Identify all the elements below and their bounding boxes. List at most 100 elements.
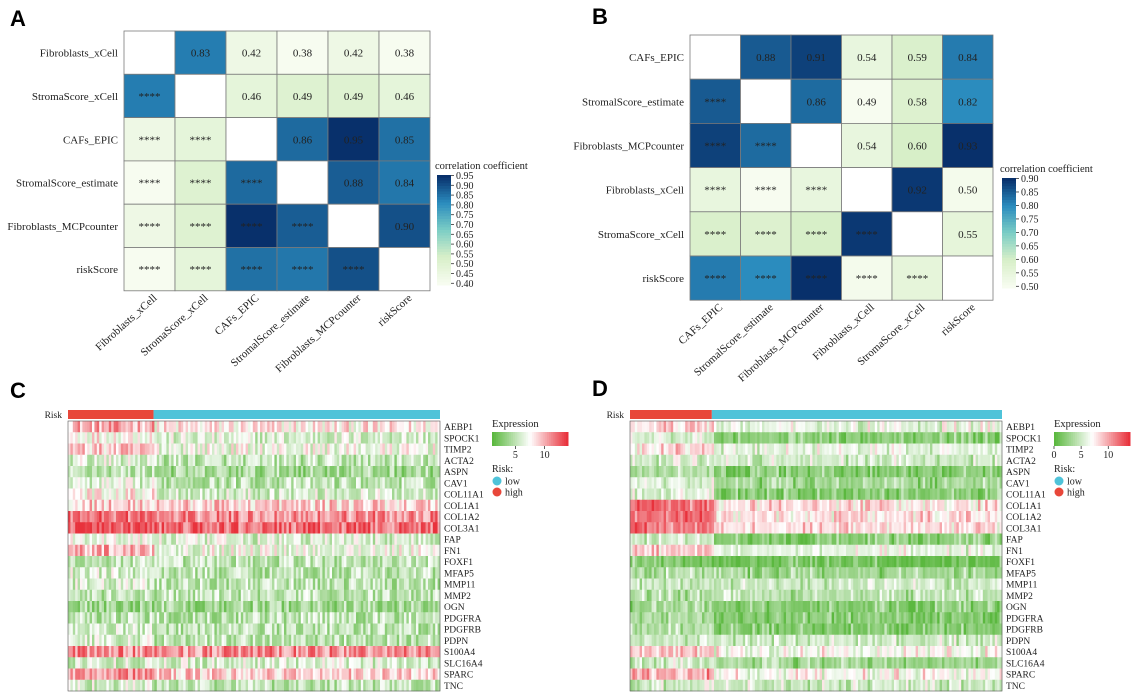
expression-cell [221, 657, 225, 669]
expression-cell [298, 443, 302, 456]
expression-cell [173, 443, 177, 456]
expression-cell [356, 432, 359, 444]
expression-cell [418, 612, 422, 624]
expression-cell [365, 477, 369, 489]
expression-cell [389, 556, 393, 568]
expression-cell [327, 443, 330, 456]
expression-cell [380, 488, 383, 501]
expression-cell [339, 578, 342, 591]
expression-cell [84, 679, 88, 692]
expression-cell [298, 623, 302, 636]
expression-cell [324, 454, 328, 467]
expression-cell [84, 533, 88, 546]
expression-cell [675, 432, 679, 444]
expression-gradient-step [514, 432, 518, 446]
expression-cell [320, 657, 323, 669]
expression-cell [673, 443, 676, 456]
expression-cell [356, 668, 359, 681]
expression-cell [714, 421, 717, 433]
expression-cell [834, 432, 837, 444]
expression-cell [327, 578, 330, 591]
expression-cell [411, 589, 414, 602]
expression-cell [396, 556, 400, 568]
expression-cell [841, 432, 844, 444]
expression-cell [850, 466, 854, 478]
expression-cell [178, 623, 182, 636]
expression-cell [257, 567, 261, 579]
expression-cell [89, 477, 93, 489]
expression-cell [250, 511, 254, 523]
expression-cell [264, 511, 268, 523]
expression-cell [291, 646, 294, 658]
expression-cell [255, 634, 258, 647]
expression-cell [156, 477, 160, 489]
expression-cell [404, 533, 407, 546]
expression-cell [903, 466, 907, 478]
expression-cell [430, 533, 434, 546]
expression-cell [288, 567, 292, 579]
expression-cell [70, 634, 74, 647]
expression-cell [207, 567, 210, 579]
expression-cell [370, 634, 374, 647]
expression-cell [269, 443, 273, 456]
expression-cell [104, 488, 107, 501]
expression-cell [142, 443, 146, 456]
expression-cell [178, 589, 182, 602]
expression-cell [286, 556, 290, 568]
expression-cell [204, 601, 208, 613]
expression-cell [219, 623, 222, 636]
expression-cell [872, 421, 876, 433]
legend-tick-label: 0.80 [456, 200, 474, 211]
expression-cell [332, 623, 335, 636]
expression-cell [152, 679, 155, 692]
expression-cell [305, 533, 309, 546]
expression-cell [202, 578, 206, 591]
expression-cell [360, 544, 364, 557]
expression-cell [975, 466, 979, 478]
expression-cell [632, 443, 636, 456]
expression-cell [291, 421, 294, 433]
expression-cell [346, 499, 350, 512]
expression-cell [168, 589, 172, 602]
expression-cell [711, 443, 715, 456]
expression-cell [293, 634, 297, 647]
expression-cell [89, 589, 93, 602]
expression-cell [286, 499, 290, 512]
expression-cell [730, 443, 734, 456]
expression-cell [149, 679, 153, 692]
expression-cell [329, 432, 333, 444]
expression-cell [68, 679, 71, 692]
expression-cell [113, 499, 117, 512]
expression-cell [116, 533, 119, 546]
expression-cell [149, 432, 153, 444]
expression-cell [219, 466, 222, 478]
expression-cell [195, 421, 198, 433]
expression-cell [694, 432, 698, 444]
expression-cell [377, 679, 381, 692]
expression-cell [910, 432, 914, 444]
expression-cell [982, 443, 986, 456]
expression-cell [113, 522, 117, 534]
expression-cell [233, 511, 237, 523]
expression-cell [774, 477, 777, 489]
expression-cell [663, 466, 667, 478]
expression-cell [101, 589, 105, 602]
expression-cell [418, 443, 422, 456]
expression-cell [176, 499, 179, 512]
expression-cell [137, 511, 141, 523]
expression-cell [231, 589, 234, 602]
expression-cell [733, 477, 736, 489]
expression-cell [192, 466, 196, 478]
expression-cell [365, 556, 369, 568]
expression-cell [135, 556, 138, 568]
expression-cell [334, 544, 338, 557]
expression-cell [255, 567, 258, 579]
expression-cell [137, 679, 141, 692]
expression-cell [190, 522, 194, 534]
expression-cell [392, 556, 395, 568]
expression-cell [305, 466, 309, 478]
expression-cell [644, 466, 648, 478]
expression-cell [207, 499, 210, 512]
expression-cell [339, 522, 342, 534]
expression-cell [92, 567, 95, 579]
